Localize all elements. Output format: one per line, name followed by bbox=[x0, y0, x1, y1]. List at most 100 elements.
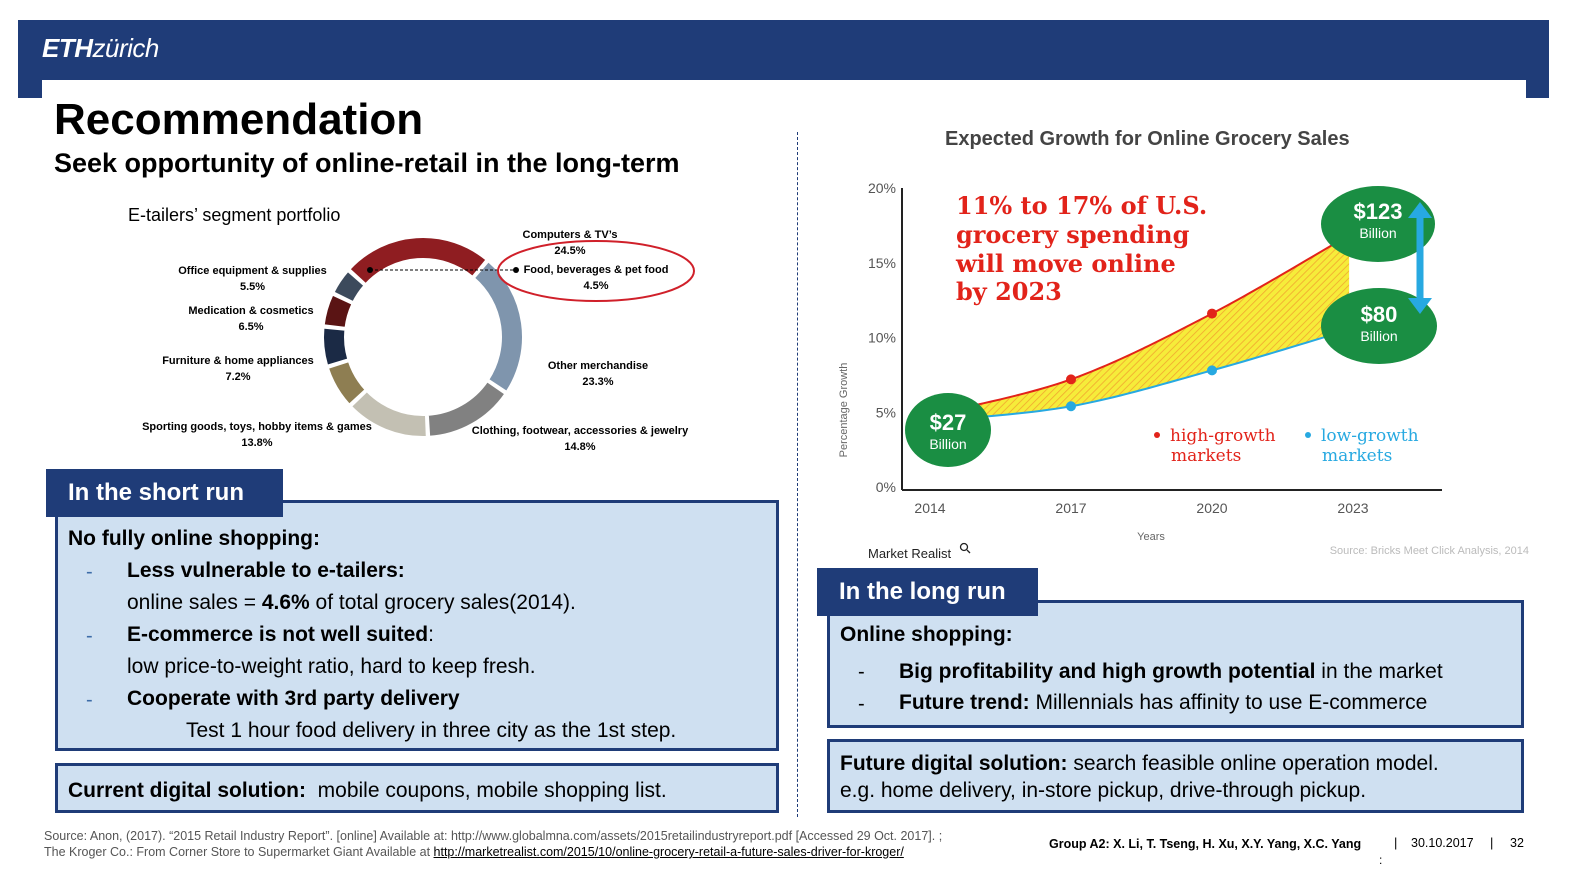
donut-segment bbox=[326, 359, 367, 407]
svg-text:markets: markets bbox=[1171, 446, 1241, 466]
short-item2-detail: low price-to-weight ratio, hard to keep … bbox=[127, 655, 536, 678]
y-tick-label: 15% bbox=[868, 255, 896, 271]
data-point bbox=[1066, 401, 1076, 412]
data-point bbox=[1207, 308, 1217, 319]
donut-label-sporting: Sporting goods, toys, hobby items & game… bbox=[142, 421, 372, 449]
bubble-27-billion: $27 Billion bbox=[905, 393, 991, 467]
donut-label-office: Office equipment & supplies 5.5% bbox=[178, 265, 327, 293]
footer-group: Group A2: X. Li, T. Tseng, H. Xu, X.Y. Y… bbox=[1049, 837, 1362, 851]
donut-segment bbox=[426, 379, 507, 438]
slide-subtitle: Seek opportunity of online-retail in the… bbox=[54, 148, 680, 178]
footer-page-number: 32 bbox=[1510, 836, 1524, 850]
bullet-dash: - bbox=[86, 561, 93, 583]
magnifier-icon bbox=[959, 542, 971, 554]
donut-title: E-tailers’ segment portfolio bbox=[128, 205, 341, 225]
svg-text:$80: $80 bbox=[1361, 302, 1398, 327]
short-item1-detail: online sales = 4.6% of total grocery sal… bbox=[127, 591, 576, 614]
footer-separator: | bbox=[1490, 835, 1494, 850]
svg-text:will move online: will move online bbox=[955, 249, 1176, 278]
long-run-heading: Online shopping: bbox=[840, 623, 1013, 646]
donut-label-food: Food, beverages & pet food 4.5% bbox=[523, 264, 669, 292]
footer-source-link[interactable]: http://marketrealist.com/2015/10/online-… bbox=[433, 845, 904, 859]
donut-label-computers: Computers & TV’s 24.5% bbox=[522, 229, 618, 257]
market-realist-brand: Market Realist bbox=[868, 546, 951, 561]
bullet-dash: - bbox=[86, 625, 93, 647]
eth-logo: ETHzürich bbox=[42, 33, 159, 63]
donut-chart bbox=[322, 236, 524, 438]
bubble-80-billion: $80 Billion bbox=[1321, 288, 1437, 364]
svg-text:low-growth: low-growth bbox=[1321, 426, 1419, 446]
legend-high-growth: high-growth markets bbox=[1154, 426, 1276, 466]
header-underlay bbox=[42, 80, 1526, 100]
future-digital-example: e.g. home delivery, in-store pickup, dri… bbox=[840, 779, 1367, 802]
short-item3-title: Cooperate with 3rd party delivery bbox=[127, 687, 460, 710]
donut-label-medication: Medication & cosmetics 6.5% bbox=[188, 305, 314, 333]
long-item2: Future trend: Millennials has affinity t… bbox=[899, 691, 1428, 714]
data-point bbox=[1066, 374, 1076, 385]
current-digital-box bbox=[55, 763, 779, 813]
long-run-box bbox=[827, 600, 1524, 728]
footer-source-2: The Kroger Co.: From Corner Store to Sup… bbox=[44, 845, 904, 859]
svg-text:Billion: Billion bbox=[1360, 328, 1397, 344]
x-tick-label: 2023 bbox=[1337, 500, 1368, 516]
short-run-tab: In the short run bbox=[46, 469, 283, 517]
chart-annotation: 11% to 17% of U.S. grocery spending will… bbox=[955, 191, 1207, 306]
donut-label-clothing: Clothing, footwear, accessories & jewelr… bbox=[471, 425, 689, 453]
svg-text:Billion: Billion bbox=[929, 436, 966, 452]
chart-source: Source: Bricks Meet Click Analysis, 2014 bbox=[1330, 545, 1529, 557]
chart-title: Expected Growth for Online Grocery Sales bbox=[945, 128, 1350, 150]
donut-segment bbox=[348, 236, 488, 286]
donut-segment bbox=[322, 326, 350, 367]
x-axis-label: Years bbox=[1137, 531, 1165, 543]
donut-label-furniture: Furniture & home appliances 7.2% bbox=[162, 355, 314, 383]
series-line-low-growth bbox=[929, 328, 1350, 423]
short-run-box bbox=[55, 500, 779, 751]
future-digital-box bbox=[827, 739, 1524, 813]
footer-date: 30.10.2017 bbox=[1411, 836, 1474, 850]
svg-text:11% to 17% of U.S.: 11% to 17% of U.S. bbox=[956, 191, 1207, 220]
x-tick-label: 2020 bbox=[1196, 500, 1227, 516]
svg-text:grocery spending: grocery spending bbox=[956, 220, 1190, 249]
y-axis-label: Percentage Growth bbox=[838, 363, 850, 458]
bullet-dash: - bbox=[858, 661, 865, 683]
footer-colon: : bbox=[1379, 853, 1383, 867]
footer-separator: | bbox=[1394, 835, 1398, 850]
short-run-heading: No fully online shopping: bbox=[68, 527, 320, 550]
long-item1: Big profitability and high growth potent… bbox=[899, 660, 1443, 683]
x-tick-label: 2014 bbox=[914, 500, 945, 516]
legend-low-growth: low-growth markets bbox=[1305, 426, 1419, 466]
callout-dot-start bbox=[367, 267, 373, 273]
svg-text:$123: $123 bbox=[1354, 199, 1403, 224]
y-tick-label: 10% bbox=[868, 330, 896, 346]
x-tick-label: 2017 bbox=[1055, 500, 1086, 516]
current-digital-solution: Current digital solution: mobile coupons… bbox=[68, 779, 667, 802]
svg-text:markets: markets bbox=[1322, 446, 1392, 466]
y-tick-label: 0% bbox=[876, 479, 896, 495]
svg-text:by 2023: by 2023 bbox=[956, 277, 1062, 306]
donut-segment bbox=[332, 269, 366, 304]
short-item3-detail: Test 1 hour food delivery in three city … bbox=[186, 719, 677, 742]
svg-text:high-growth: high-growth bbox=[1170, 426, 1276, 446]
growth-chart: 0% 5% 10% 15% 20% 2014 2017 2020 2023 Percentage… bbox=[838, 180, 1529, 561]
bullet-dash: - bbox=[858, 693, 865, 715]
future-digital-solution: Future digital solution: search feasible… bbox=[840, 752, 1439, 775]
growth-gap-area bbox=[930, 235, 1350, 422]
y-tick-label: 5% bbox=[876, 404, 896, 420]
svg-text:Billion: Billion bbox=[1359, 225, 1396, 241]
donut-segment bbox=[322, 293, 354, 329]
donut-segment bbox=[472, 259, 524, 394]
footer-source-1: Source: Anon, (2017). “2015 Retail Indus… bbox=[44, 829, 943, 843]
short-item2-title: E-commerce is not well suited: bbox=[127, 623, 434, 646]
data-point bbox=[1207, 365, 1217, 376]
highlight-ellipse bbox=[497, 240, 695, 302]
donut-segment bbox=[349, 389, 428, 438]
short-item1-title: Less vulnerable to e-tailers: bbox=[127, 559, 405, 582]
callout-dot-end bbox=[513, 267, 519, 273]
donut-label-other: Other merchandise 23.3% bbox=[547, 360, 649, 388]
bubble-123-billion: $123 Billion bbox=[1321, 186, 1435, 262]
series-line-high-growth bbox=[929, 234, 1350, 417]
double-arrow-icon bbox=[1408, 202, 1432, 314]
bullet-dash: - bbox=[86, 689, 93, 711]
y-tick-label: 20% bbox=[868, 180, 896, 196]
slide-title: Recommendation bbox=[54, 95, 424, 144]
